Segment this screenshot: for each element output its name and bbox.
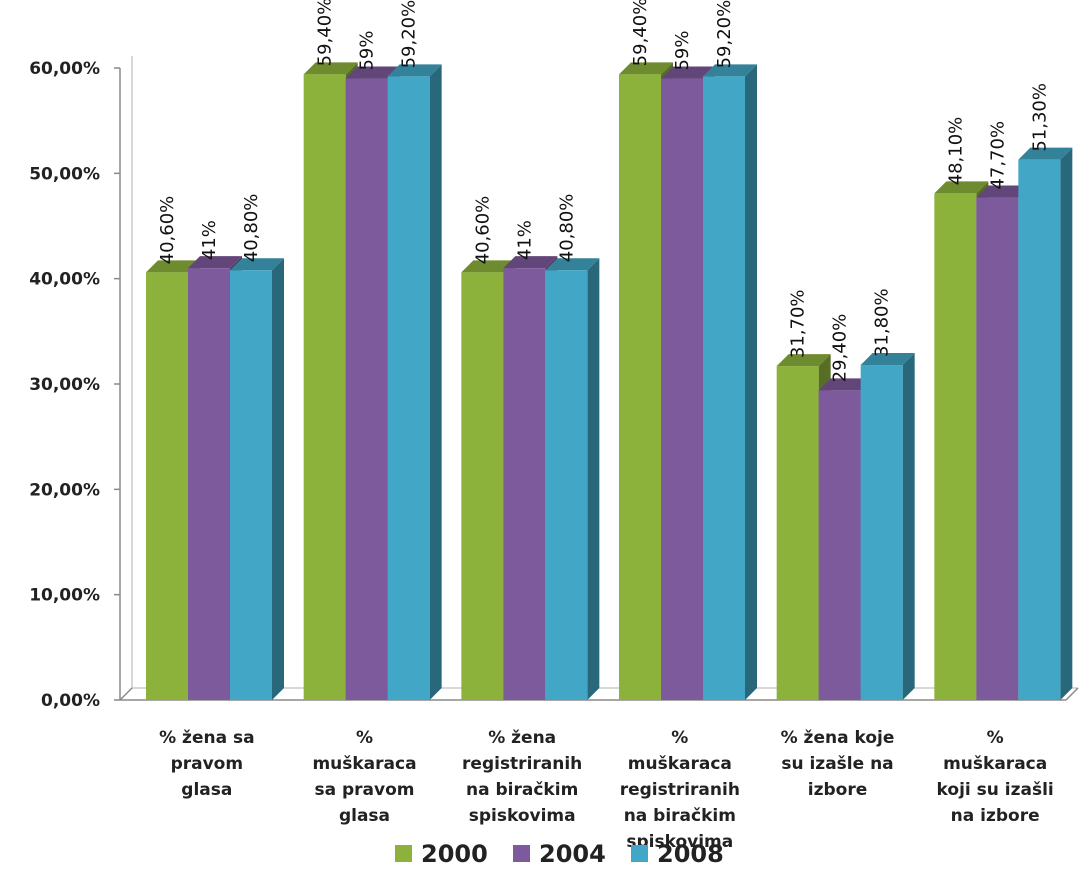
bar-front-face <box>503 268 546 700</box>
data-label: 59,20% <box>714 0 735 68</box>
bar-top-face <box>303 62 358 75</box>
data-label: 41% <box>199 220 220 260</box>
data-label: 59,40% <box>315 0 336 66</box>
data-label: 40,60% <box>472 196 493 265</box>
data-label: 31,70% <box>788 289 809 358</box>
y-tick-label: 60,00% <box>29 59 100 79</box>
legend-swatch <box>513 845 530 862</box>
bar-front-face <box>461 272 504 700</box>
legend-item-2000: 2000 <box>395 840 488 868</box>
data-label: 59% <box>672 31 693 71</box>
bar-front-face <box>818 390 861 700</box>
bar-top-face <box>230 258 284 271</box>
legend-item-2008: 2008 <box>631 840 724 868</box>
bar-top-face <box>776 354 831 367</box>
legend-swatch <box>395 845 412 862</box>
data-label: 47,70% <box>987 121 1008 190</box>
bar-front-face <box>303 74 346 700</box>
bar-2008-4 <box>703 64 757 701</box>
floor-left-edge <box>119 687 133 701</box>
bar-top-face <box>503 256 558 269</box>
data-label: 59% <box>357 31 378 71</box>
legend-item-2004: 2004 <box>513 840 606 868</box>
bar-front-face <box>188 268 230 700</box>
y-tick-label: 10,00% <box>29 586 100 606</box>
bar-top-face <box>146 260 200 273</box>
legend-swatch <box>631 845 648 862</box>
x-axis-category-label: % muškaraca sa pravom glasa <box>312 728 416 826</box>
bar-front-face <box>230 270 272 700</box>
bar-front-face <box>703 76 745 701</box>
bar-2008-2 <box>387 64 442 701</box>
y-tick-label: 20,00% <box>29 480 100 500</box>
bar-front-face <box>776 366 819 700</box>
bar-front-face <box>661 78 703 701</box>
bar-front-face <box>976 197 1019 700</box>
x-axis-category-label: % žena registriranih na biračkim spiskovima <box>462 728 582 826</box>
bar-front-face <box>146 272 188 700</box>
x-axis-category-label: % žena sa pravom glasa <box>159 728 254 800</box>
bar-front-face <box>619 74 661 700</box>
bar-2008-6 <box>1018 147 1073 700</box>
bar-2008-1 <box>230 258 284 700</box>
y-tick-label: 40,00% <box>29 270 100 290</box>
chart-bars <box>146 62 1073 701</box>
legend-label: 2008 <box>657 840 724 868</box>
bar-top-face <box>619 62 673 75</box>
x-axis-category-label: % žena koje su izašle na izbore <box>781 728 895 800</box>
bar-top-face <box>1018 147 1073 160</box>
bar-2000-3 <box>461 260 516 700</box>
y-axis-ticks: 0,00% 10,00% 20,00% 30,00% 40,00% 50,00% 60,00… <box>29 59 120 711</box>
x-axis-category-label: % muškaraca koji su izašli na izbore <box>937 728 1054 826</box>
x-axis-category-label: % muškaraca registriranih na biračkim spisko… <box>620 728 740 852</box>
bar-top-face <box>545 258 600 271</box>
data-label: 41% <box>514 220 535 260</box>
bar-front-face <box>387 76 430 701</box>
data-label: 40,60% <box>157 196 178 265</box>
bar-side-face <box>902 353 915 700</box>
data-label: 29,40% <box>830 314 851 383</box>
bar-side-face <box>1060 147 1073 700</box>
bar-2008-3 <box>545 258 600 700</box>
bar-top-face <box>703 64 757 77</box>
bar-2008-5 <box>860 353 915 700</box>
bar-side-face <box>429 64 442 701</box>
bar-side-face <box>587 258 600 700</box>
y-tick-label: 30,00% <box>29 375 100 395</box>
bar-top-face <box>461 260 516 273</box>
bar-front-face <box>934 193 977 700</box>
x-axis-labels: % žena sa pravom glasa % muškaraca sa pravom g… <box>159 728 1054 852</box>
bar-front-face <box>345 78 388 701</box>
bar-side-face <box>272 258 284 700</box>
data-label: 48,10% <box>945 117 966 186</box>
bar-front-face <box>860 365 903 700</box>
y-tick-label: 50,00% <box>29 164 100 184</box>
bar-top-face <box>818 378 873 391</box>
bar-side-face <box>745 64 757 701</box>
data-label: 51,30% <box>1029 83 1050 152</box>
bar-top-face <box>345 66 400 79</box>
bar-top-face <box>976 185 1031 198</box>
bar-top-face <box>387 64 442 77</box>
bar-top-face <box>934 181 989 194</box>
bar-front-face <box>1018 159 1061 700</box>
y-tick-label: 0,00% <box>41 691 100 711</box>
bar-top-face <box>860 353 915 366</box>
data-label: 59,20% <box>399 0 420 68</box>
legend-label: 2004 <box>539 840 606 868</box>
bar-top-face <box>188 256 242 269</box>
data-label: 31,80% <box>872 288 893 357</box>
bar-top-face <box>661 66 715 79</box>
data-label: 59,40% <box>630 0 651 66</box>
data-label: 40,80% <box>241 194 262 263</box>
legend-label: 2000 <box>421 840 488 868</box>
data-labels: 40,60% 41% 40,80% 59,40% 59% 59,20% 40,60% 41% 4… <box>157 0 1050 382</box>
chart-legend: 2000 2004 2008 <box>395 840 724 868</box>
floor-right-edge <box>1065 687 1079 701</box>
data-label: 40,80% <box>556 194 577 263</box>
bar-front-face <box>545 270 588 700</box>
